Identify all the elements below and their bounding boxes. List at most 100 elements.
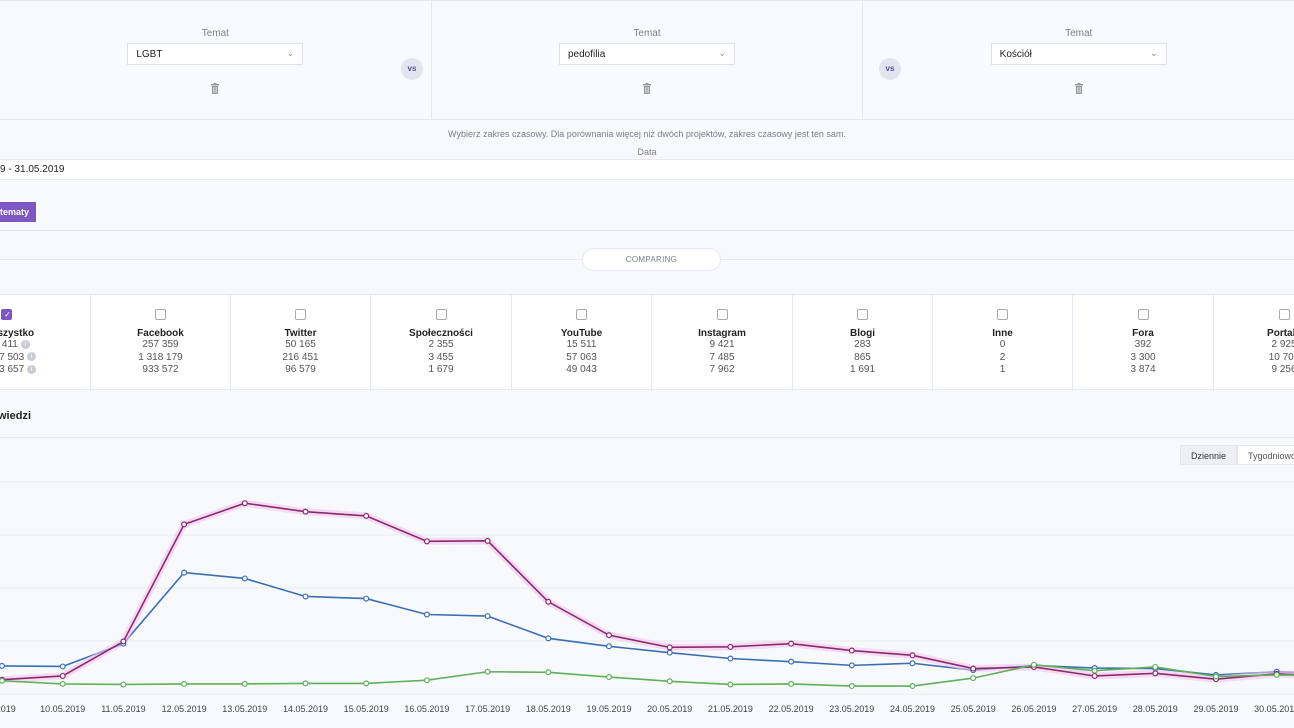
- checkbox-icon[interactable]: [295, 309, 306, 320]
- source-name: Fora: [1132, 328, 1154, 339]
- data-point[interactable]: [848, 647, 855, 654]
- data-point[interactable]: [302, 508, 309, 515]
- data-point[interactable]: [666, 678, 673, 685]
- data-point[interactable]: [302, 680, 309, 687]
- data-point[interactable]: [727, 681, 734, 688]
- date-range-field[interactable]: 9 - 31.05.2019: [0, 159, 1294, 180]
- source-portale[interactable]: Portale 2 925 10 703 9 256: [1213, 295, 1294, 391]
- data-point[interactable]: [970, 665, 977, 672]
- data-point[interactable]: [1152, 663, 1159, 670]
- x-tick-label: 26.05.2019: [1011, 704, 1056, 714]
- data-point[interactable]: [484, 668, 491, 675]
- checkbox-icon[interactable]: [1137, 309, 1149, 320]
- checkbox-icon[interactable]: [857, 309, 868, 320]
- checkbox-icon[interactable]: [435, 309, 447, 320]
- info-icon[interactable]: i: [27, 364, 37, 374]
- data-point[interactable]: [727, 655, 734, 662]
- data-point[interactable]: [788, 658, 795, 665]
- data-point[interactable]: [545, 635, 552, 642]
- data-point[interactable]: [1091, 667, 1098, 674]
- x-tick-label: 30.05.2019: [1254, 704, 1294, 714]
- source-spolecznosci[interactable]: Społeczności 2 355 3 455 1 679: [370, 295, 511, 391]
- data-point[interactable]: [605, 674, 612, 681]
- info-icon[interactable]: i: [20, 339, 30, 349]
- source-blogi[interactable]: Blogi 283 865 1 691: [792, 295, 932, 391]
- trash-icon[interactable]: [1074, 83, 1084, 94]
- data-point[interactable]: [545, 598, 552, 605]
- topic-select-3[interactable]: Kościół ⌄: [990, 43, 1167, 65]
- data-point[interactable]: [788, 680, 795, 687]
- data-point[interactable]: [241, 680, 248, 687]
- data-point[interactable]: [302, 593, 309, 600]
- data-point[interactable]: [909, 660, 916, 667]
- data-point[interactable]: [484, 613, 491, 620]
- source-value: 216 451: [282, 351, 319, 363]
- checkbox-icon[interactable]: [576, 309, 587, 320]
- data-point[interactable]: [605, 632, 612, 639]
- x-tick-label: 24.05.2019: [890, 704, 935, 714]
- source-inne[interactable]: Inne 0 2 1: [932, 295, 1072, 391]
- data-point[interactable]: [1273, 671, 1280, 678]
- checkbox-icon[interactable]: [155, 309, 166, 320]
- x-tick-label: 15.05.2019: [344, 704, 389, 714]
- data-point[interactable]: [909, 683, 916, 690]
- data-point[interactable]: [1212, 673, 1219, 680]
- data-point[interactable]: [120, 638, 127, 645]
- topic-select-2[interactable]: pedofilia ⌄: [559, 43, 735, 65]
- data-point[interactable]: [423, 677, 430, 684]
- checkbox-checked-icon[interactable]: ✓: [1, 309, 12, 320]
- info-icon[interactable]: i: [27, 352, 37, 362]
- data-point[interactable]: [848, 683, 855, 690]
- source-youtube[interactable]: YouTube 15 511 57 063 49 043: [511, 295, 651, 391]
- data-point[interactable]: [909, 652, 916, 659]
- data-point[interactable]: [120, 681, 127, 688]
- data-point[interactable]: [970, 675, 977, 682]
- data-point[interactable]: [181, 569, 188, 576]
- data-point[interactable]: [363, 512, 370, 519]
- x-tick-label: 13.05.2019: [222, 704, 267, 714]
- data-point[interactable]: [0, 662, 5, 669]
- data-point[interactable]: [1030, 661, 1037, 668]
- trash-icon[interactable]: [642, 83, 652, 94]
- tab-weekly[interactable]: Tygodniowo: [1237, 445, 1294, 465]
- data-point[interactable]: [0, 677, 5, 684]
- data-point[interactable]: [545, 669, 552, 676]
- data-point[interactable]: [666, 649, 673, 656]
- data-point[interactable]: [605, 643, 612, 650]
- trash-icon[interactable]: [210, 83, 220, 94]
- data-point[interactable]: [423, 538, 430, 545]
- data-point[interactable]: [484, 537, 491, 544]
- source-instagram[interactable]: Instagram 9 421 7 485 7 962: [651, 295, 792, 391]
- checkbox-icon[interactable]: [716, 309, 728, 320]
- data-point[interactable]: [181, 521, 188, 528]
- data-point[interactable]: [788, 640, 795, 647]
- data-point[interactable]: [241, 575, 248, 582]
- data-point[interactable]: [59, 672, 66, 679]
- data-point[interactable]: [59, 680, 66, 687]
- checkbox-icon[interactable]: [1278, 309, 1290, 320]
- vs-badge: vs: [401, 58, 423, 80]
- data-point[interactable]: [848, 662, 855, 669]
- x-tick-label: 19.05.2019: [586, 704, 631, 714]
- data-point[interactable]: [1091, 672, 1098, 679]
- data-point[interactable]: [363, 680, 370, 687]
- data-point[interactable]: [727, 643, 734, 650]
- x-tick-label: 27.05.2019: [1072, 704, 1117, 714]
- data-point[interactable]: [666, 644, 673, 651]
- data-point[interactable]: [363, 595, 370, 602]
- source-value: 283: [854, 339, 871, 350]
- topic-select-1[interactable]: LGBT ⌄: [127, 43, 304, 65]
- checkbox-icon[interactable]: [997, 309, 1008, 320]
- tab-daily[interactable]: Dziennie: [1180, 445, 1238, 465]
- data-point[interactable]: [59, 663, 66, 670]
- topics-button[interactable]: tematy: [0, 202, 36, 222]
- source-fora[interactable]: Fora 392 3 300 3 874: [1072, 295, 1213, 391]
- data-point[interactable]: [423, 611, 430, 618]
- data-point[interactable]: [241, 500, 248, 507]
- data-point[interactable]: [181, 680, 188, 687]
- source-twitter[interactable]: Twitter 50 165 216 451 96 579: [230, 295, 370, 391]
- topic-select-value: pedofilia: [568, 49, 606, 60]
- source-facebook[interactable]: Facebook 257 359 1 318 179 933 572: [90, 295, 230, 391]
- data-point[interactable]: [1152, 670, 1159, 677]
